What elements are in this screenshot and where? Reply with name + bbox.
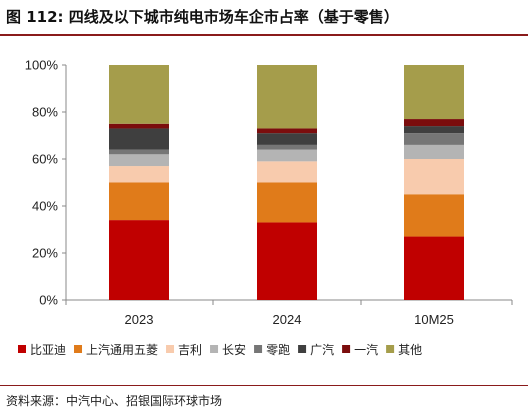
bar-segment [404, 159, 464, 195]
legend-swatch [298, 345, 307, 353]
legend-label: 一汽 [354, 342, 378, 357]
legend-swatch [386, 345, 395, 353]
bar-segment [404, 65, 464, 120]
y-tick-label: 20% [32, 246, 58, 261]
bar-segment [109, 128, 169, 150]
bar-segment [404, 144, 464, 159]
bar-segment [404, 126, 464, 134]
y-tick-label: 0% [39, 293, 58, 308]
bar-segment [257, 65, 317, 129]
bar-segment [404, 119, 464, 127]
bar-segment [404, 194, 464, 237]
bar-segment [109, 220, 169, 300]
bar-segment [109, 154, 169, 167]
legend-swatch [254, 345, 263, 353]
legend-label: 零跑 [266, 343, 290, 357]
legend-swatch [166, 345, 175, 353]
stacked-bar-chart: 0% 20% 40% 60% 80% 100% 2023 2024 10M25 比亚迪 上汽通用五菱… [18, 58, 513, 357]
bar-segment [109, 166, 169, 183]
legend-label: 广汽 [310, 342, 334, 357]
bar-segment [257, 222, 317, 300]
x-tick-label: 10M25 [414, 312, 454, 327]
bar-segment [404, 236, 464, 300]
legend-label: 长安 [222, 342, 246, 357]
legend-swatch [74, 345, 83, 353]
y-tick-label: 100% [25, 58, 59, 73]
figure-title-bar: 图 112: 四线及以下城市纯电市场车企市占率（基于零售） [0, 0, 528, 36]
bar-segment [109, 123, 169, 129]
bar-segment [404, 133, 464, 145]
x-tick-label: 2023 [125, 312, 154, 327]
y-tick-label: 60% [32, 152, 58, 167]
legend-swatch [210, 345, 219, 353]
x-tick-label: 2024 [273, 312, 302, 327]
legend-label: 其他 [398, 343, 422, 357]
legend-label: 上汽通用五菱 [86, 342, 158, 357]
bar-segment [257, 128, 317, 134]
bar-segment [257, 144, 317, 150]
bar-segment [109, 65, 169, 124]
y-tick-label: 40% [32, 199, 58, 214]
bar-segment [109, 182, 169, 221]
source-bar: 资料来源：中汽中心、招银国际环球市场 [0, 385, 528, 418]
legend-label: 比亚迪 [30, 343, 66, 357]
y-tick-label: 80% [32, 105, 58, 120]
bar-segment [109, 149, 169, 155]
legend-label: 吉利 [178, 343, 202, 357]
source-note: 资料来源：中汽中心、招银国际环球市场 [6, 394, 223, 408]
bar-segment [257, 161, 317, 183]
legend-swatch [342, 345, 351, 353]
legend-swatch [18, 345, 26, 353]
bar-segment [257, 133, 317, 145]
bar-segment [257, 182, 317, 223]
figure-title: 图 112: 四线及以下城市纯电市场车企市占率（基于零售） [6, 8, 399, 26]
bar-segment [257, 149, 317, 162]
